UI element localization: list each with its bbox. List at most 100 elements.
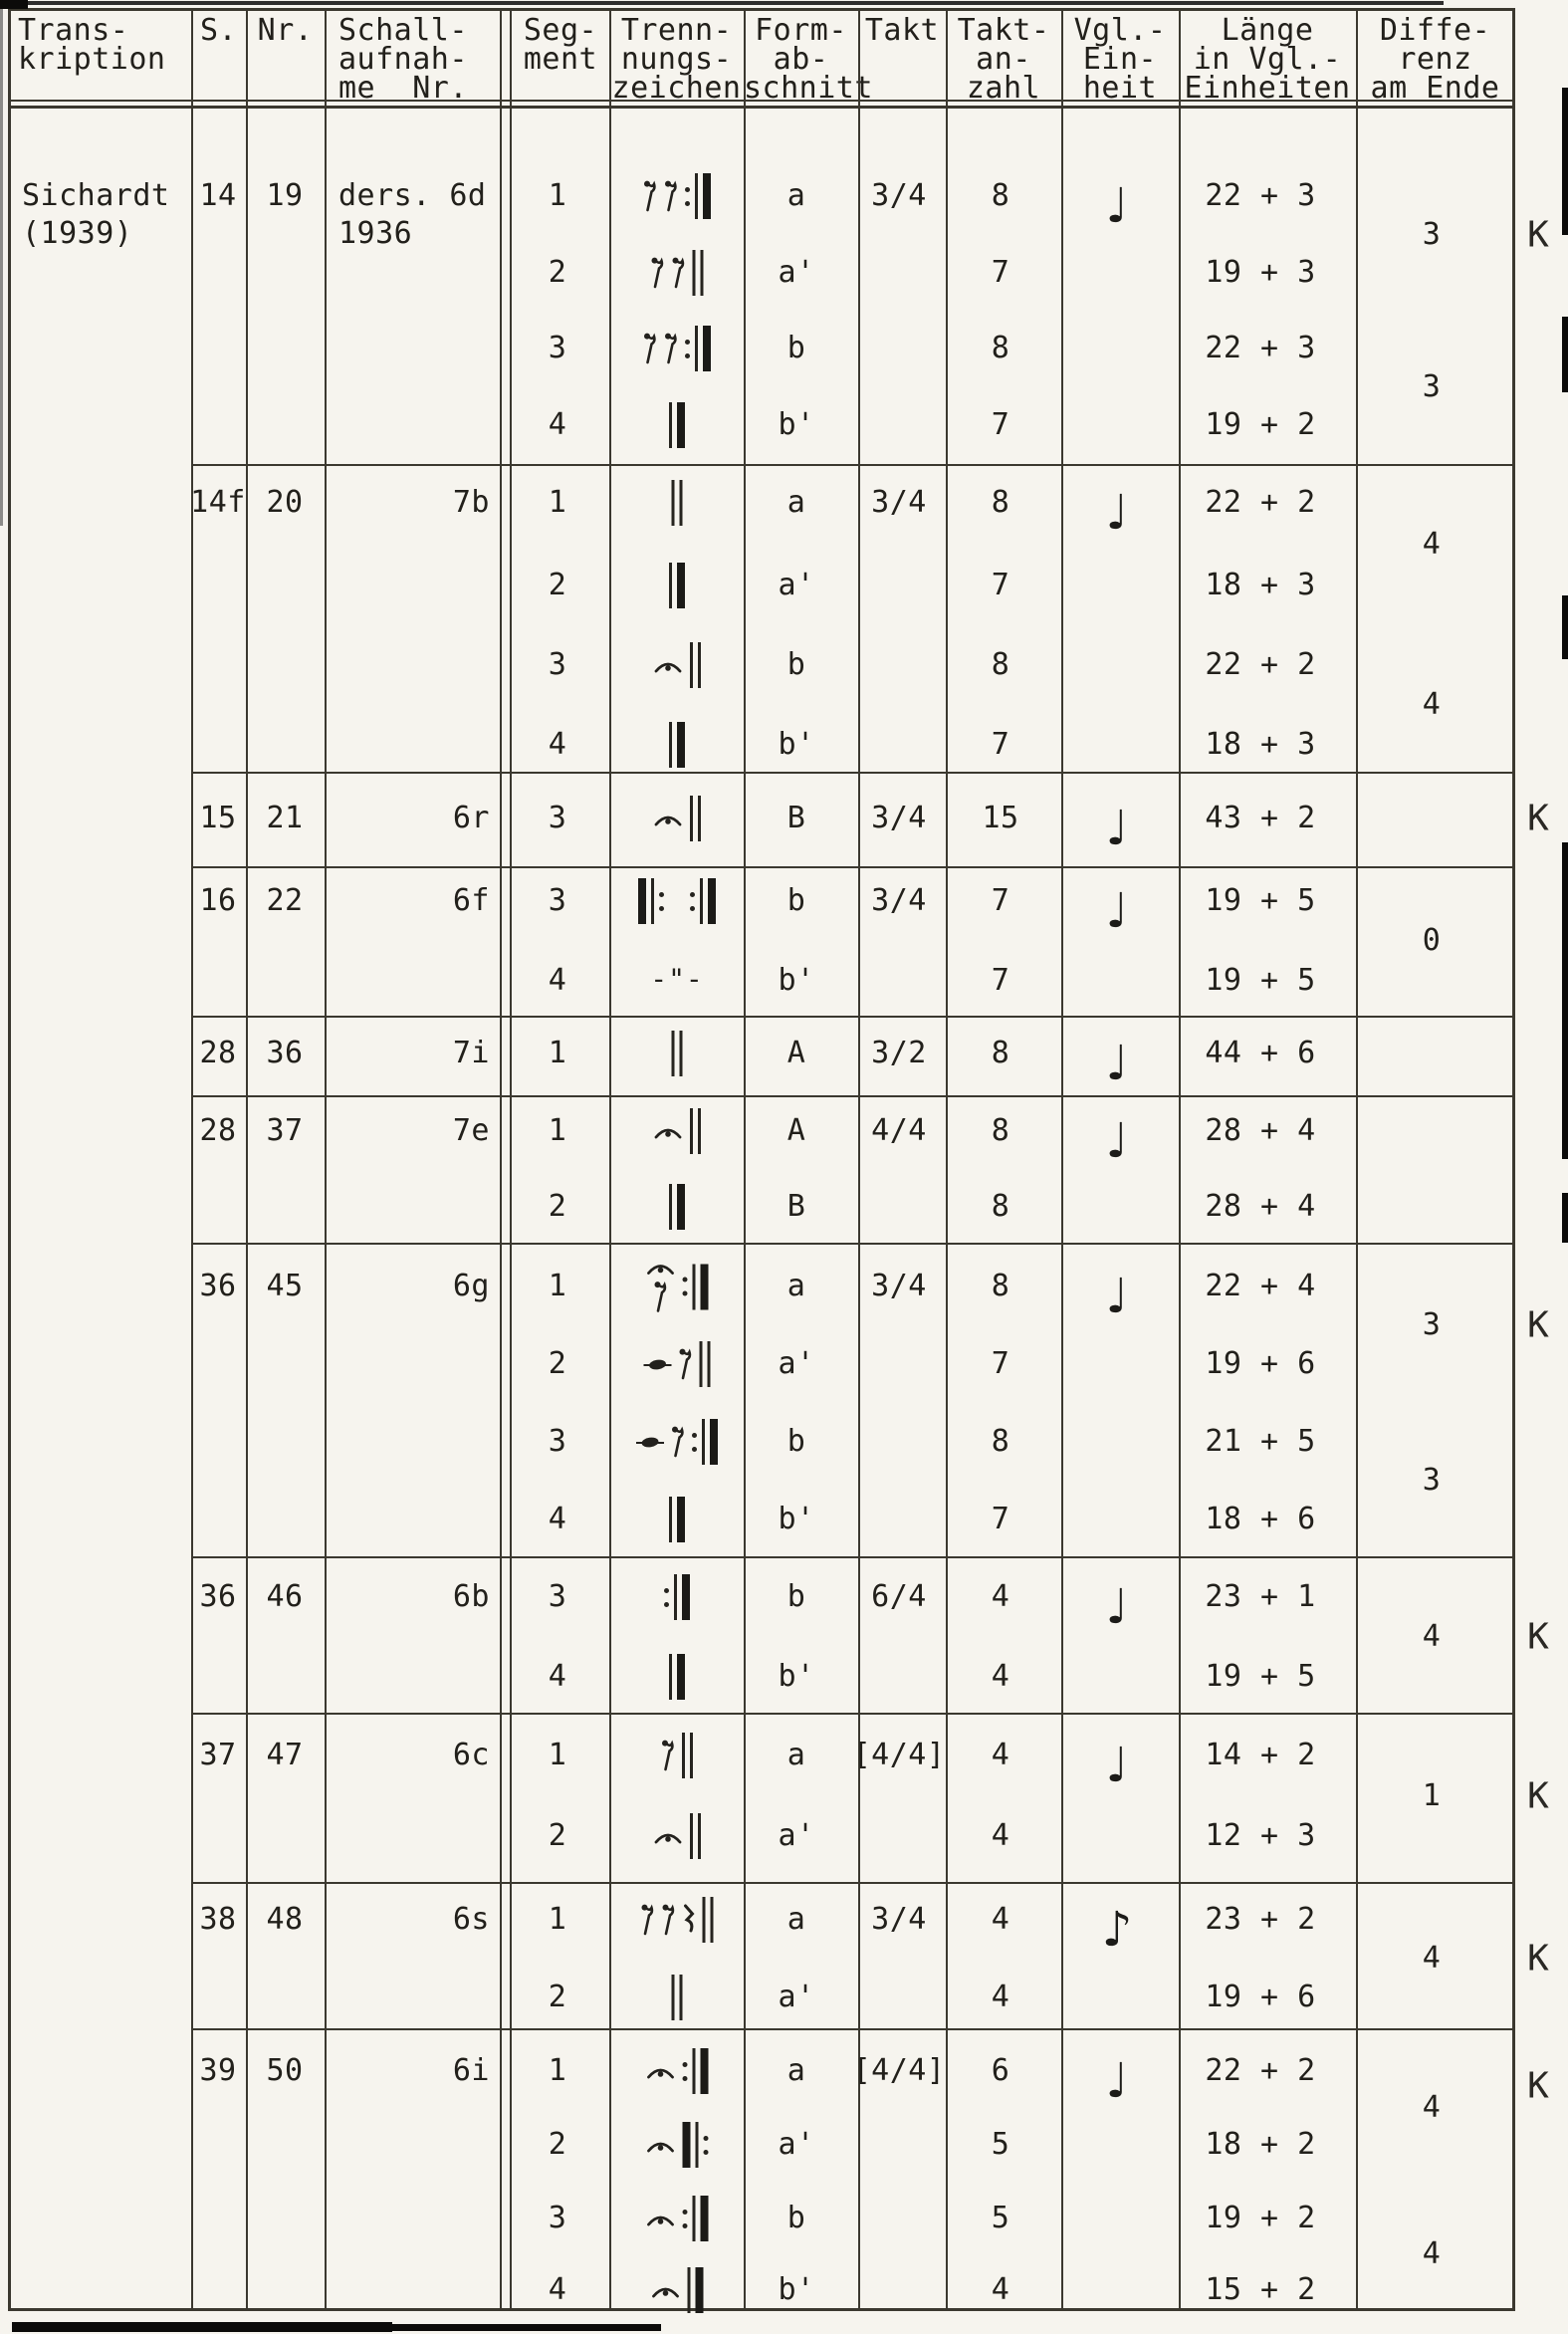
ditto-mark: -"- <box>650 962 704 996</box>
cell-trennungszeichen <box>671 1975 683 2020</box>
repeat-dots <box>664 1574 669 1620</box>
cell-taktanzahl: 15 <box>982 801 1019 835</box>
cell-taktanzahl: 5 <box>991 2127 1010 2162</box>
cell-trennungszeichen <box>651 250 704 296</box>
header-trennungszeichen: Trenn- nungs- zeichen <box>609 16 744 104</box>
cell-taktanzahl: 7 <box>991 1346 1010 1381</box>
cell-differenz: 3 <box>1422 1307 1442 1342</box>
cell-takt: 4/4 <box>871 1113 927 1148</box>
cell-laenge: 19 + 6 <box>1205 1346 1316 1381</box>
vgl-einheit-note-icon: ♩ <box>1105 1579 1129 1635</box>
cell-trennungszeichen <box>669 1654 685 1700</box>
margin-note-k: K <box>1527 1616 1549 1658</box>
cell-formabschnitt: B <box>786 801 806 835</box>
cell-formabschnitt: b' <box>778 1502 815 1536</box>
cell-trennungszeichen <box>671 480 683 526</box>
repeat-dots <box>690 878 695 924</box>
cell-taktanzahl: 4 <box>991 1980 1010 2014</box>
cell-takt: 3/4 <box>871 883 927 918</box>
cell-taktanzahl: 7 <box>991 255 1010 290</box>
cell-laenge: 18 + 6 <box>1205 1502 1316 1536</box>
cell-nr: 21 <box>266 801 304 835</box>
cell-laenge: 44 + 6 <box>1205 1036 1316 1070</box>
cell-segment: 3 <box>548 801 567 835</box>
repeat-start-barline-icon <box>638 878 664 924</box>
eighth-rest-icon <box>651 256 665 290</box>
cell-taktanzahl: 8 <box>991 1036 1010 1070</box>
cell-laenge: 23 + 1 <box>1205 1579 1316 1614</box>
cell-takt: 6/4 <box>871 1579 927 1614</box>
cell-schallaufnahme: 6s <box>452 1902 490 1937</box>
scan-artifact-right-edge <box>1562 1193 1568 1243</box>
cell-nr: 50 <box>266 2053 304 2088</box>
vgl-einheit-note-icon: ♩ <box>1105 1113 1129 1169</box>
header-label: renz <box>1398 42 1472 77</box>
grid-line-block-separator <box>191 1556 1515 1558</box>
header-label: Trans- <box>18 13 129 48</box>
cell-trennungszeichen <box>669 402 685 448</box>
header-label: Einheiten <box>1184 71 1351 106</box>
scan-artifact-bottom-bar <box>12 2322 392 2332</box>
cell-segment: 3 <box>548 1424 567 1459</box>
grid-line-vertical <box>246 8 248 2311</box>
grid-line-block-separator <box>191 866 1515 868</box>
header-label: ab- <box>773 42 829 77</box>
cell-segment: 4 <box>548 963 567 998</box>
grid-line-vertical <box>325 8 327 2311</box>
cell-segment: 1 <box>548 485 567 520</box>
cell-segment: 3 <box>548 883 567 918</box>
cell-trennungszeichen <box>653 1108 701 1154</box>
fermata-icon <box>646 2137 676 2153</box>
cell-differenz: 3 <box>1422 368 1442 404</box>
transcription-name: Sichardt <box>22 178 170 213</box>
cell-nr: 22 <box>266 883 304 918</box>
cell-taktanzahl: 8 <box>991 1189 1010 1224</box>
cell-trennungszeichen <box>651 2267 704 2313</box>
cell-segment: 4 <box>548 1502 567 1536</box>
cell-segment: 2 <box>548 568 567 602</box>
cell-laenge: 23 + 2 <box>1205 1902 1316 1937</box>
cell-trennungszeichen <box>661 1733 693 1778</box>
eighth-rest-icon <box>672 256 686 290</box>
repeat-end-barline-icon <box>685 326 711 371</box>
fermata-over-eighth-rest-icon <box>646 1260 676 1314</box>
cell-takt: 3/4 <box>871 485 927 520</box>
cell-laenge: 22 + 2 <box>1205 2053 1316 2088</box>
grid-line-block-separator <box>191 2028 1515 2030</box>
grid-line-vertical <box>1356 8 1358 2311</box>
cell-nr: 37 <box>266 1113 304 1148</box>
fermata-icon <box>651 2282 681 2298</box>
scan-artifact-bottom-bar <box>390 2324 661 2331</box>
repeat-end-barline-icon <box>690 878 716 924</box>
double-barline-icon <box>702 1897 714 1943</box>
cell-trennungszeichen <box>636 1419 718 1465</box>
repeat-end-barline-icon <box>682 2048 709 2094</box>
cell-taktanzahl: 8 <box>991 1269 1010 1303</box>
cell-laenge: 19 + 3 <box>1205 255 1316 290</box>
cell-differenz: 4 <box>1422 2236 1442 2271</box>
vgl-einheit-note-icon: ♩ <box>1105 1738 1129 1793</box>
cell-differenz: 4 <box>1422 687 1442 722</box>
header-taktanzahl: Takt- an- zahl <box>946 16 1061 104</box>
header-label: Vgl.- <box>1073 13 1167 48</box>
cell-laenge: 19 + 6 <box>1205 1980 1316 2014</box>
cell-seite: 14f <box>190 485 246 520</box>
cell-taktanzahl: 4 <box>991 1818 1010 1853</box>
cell-schallaufnahme: 1936 <box>338 216 413 251</box>
fermata-icon <box>653 1828 683 1844</box>
header-label: Nr. <box>257 13 314 48</box>
margin-note-k: K <box>1527 2065 1549 2107</box>
cell-formabschnitt: B <box>786 1189 806 1224</box>
grid-line-header-separator <box>8 106 1515 109</box>
eighth-rest-icon <box>643 179 657 213</box>
final-barline-icon <box>669 402 685 448</box>
final-barline-icon <box>669 722 685 768</box>
repeat-dots <box>692 1419 697 1465</box>
grid-line-block-separator <box>191 1243 1515 1245</box>
margin-note-k: K <box>1527 1775 1549 1816</box>
cell-taktanzahl: 4 <box>991 2272 1010 2307</box>
cell-laenge: 22 + 3 <box>1205 331 1316 365</box>
header-label: Länge <box>1221 13 1314 48</box>
eighth-rest-icon <box>662 1903 676 1937</box>
cell-schallaufnahme: 6g <box>452 1269 490 1303</box>
